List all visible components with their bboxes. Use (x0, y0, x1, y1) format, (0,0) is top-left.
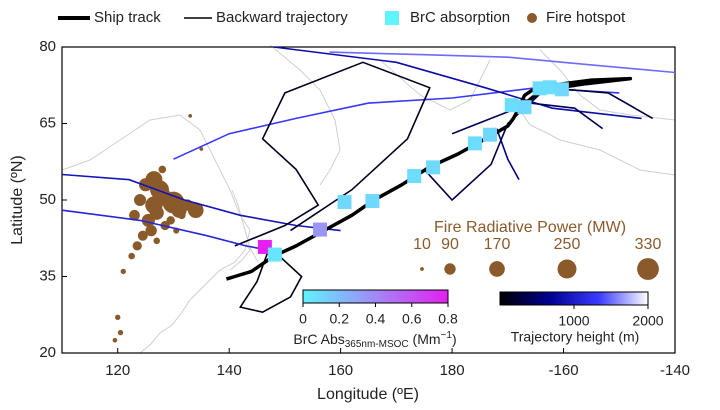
brc-square (517, 100, 532, 115)
backward-trajectory (329, 51, 676, 74)
brc-square (267, 247, 282, 262)
legend-brc-square (385, 11, 399, 25)
x-tick-label: -140 (660, 362, 690, 379)
y-tick-label: 80 (39, 38, 56, 55)
label-part: −1 (441, 330, 453, 341)
frp-legend-value: 250 (554, 236, 581, 253)
backward-trajectory (61, 173, 341, 232)
fire-hotspot (188, 113, 193, 118)
label-part: ) (452, 331, 457, 347)
y-tick-label: 65 (39, 114, 56, 131)
x-tick-label: 120 (105, 362, 130, 379)
y-tick-label: 20 (39, 344, 56, 361)
fire-hotspot (145, 224, 157, 237)
fire-hotspot (137, 230, 148, 241)
brc-square (337, 195, 352, 210)
brc-square (542, 80, 557, 95)
brc-square (407, 169, 422, 184)
fire-hotspot (120, 268, 126, 275)
frp-legend-circle (637, 258, 659, 280)
label-part: BrC Abs (293, 331, 344, 347)
label-part: 365nm-MSOC (345, 339, 409, 350)
x-tick-label: -160 (549, 362, 579, 379)
colorbar-tick-label: 2000 (632, 313, 663, 329)
frp-legend-value: 330 (635, 236, 662, 253)
fire-hotspot (117, 329, 124, 336)
fire-hotspot (129, 209, 140, 221)
x-tick-label: 180 (440, 362, 465, 379)
x-tick-label: 160 (328, 362, 353, 379)
backward-trajectory (495, 128, 520, 180)
fire-hotspot (178, 211, 186, 220)
backward-trajectory (239, 250, 303, 314)
backward-trajectory (61, 209, 274, 252)
brc-square (365, 194, 380, 209)
backward-trajectory (273, 46, 642, 120)
legend-fire-dot (527, 13, 537, 23)
frp-legend-circle (444, 263, 456, 275)
height-colorbar (499, 291, 649, 306)
colorbar-tick-label: 0.2 (330, 311, 350, 327)
fire-hotspot (158, 165, 167, 174)
colorbar-tick-label: 0.6 (402, 311, 422, 327)
fire-hotspot (153, 237, 161, 245)
legend-label: Backward trajectory (216, 9, 348, 26)
frp-legend-circle (557, 259, 577, 279)
frp-legend-value: 90 (441, 236, 459, 253)
colorbar-tick-label: 0.4 (366, 311, 386, 327)
fire-hotspot (145, 196, 163, 214)
brc-square (467, 136, 482, 151)
legend-label: Ship track (94, 9, 161, 26)
legend: Ship track Backward trajectory BrC absor… (58, 9, 626, 26)
legend-label: Fire hotspot (546, 9, 626, 26)
legend-label: BrC absorption (410, 9, 510, 26)
brc-square (482, 127, 497, 142)
frp-legend-title: Fire Radiative Power (MW) (434, 219, 626, 236)
label-part: (Mm (409, 331, 441, 347)
brc-colorbar (302, 289, 449, 304)
backward-trajectory (234, 61, 431, 247)
colorbar-tick-label: 0 (299, 311, 307, 327)
fire-hotspot (134, 194, 147, 206)
x-tick-label: 140 (217, 362, 242, 379)
fire-hotspot (115, 314, 121, 320)
fire-hotspot (112, 337, 118, 343)
fire-hotspot (199, 147, 204, 151)
frp-legend-circle (489, 261, 505, 277)
y-tick-label: 35 (39, 267, 56, 284)
colorbar-tick-label: 1000 (558, 313, 589, 329)
fire-hotspot (132, 241, 142, 251)
brc-colorbar-label: BrC Abs365nm-MSOC (Mm−1) (293, 330, 456, 350)
frp-legend-circle (420, 267, 424, 271)
brc-square (504, 98, 519, 113)
colorbar-tick-label: 0.8 (438, 311, 458, 327)
brc-square (426, 160, 441, 175)
land-outline (61, 44, 676, 354)
fire-hotspot (166, 216, 175, 225)
brc-square (313, 222, 328, 237)
height-colorbar-label: Trajectory height (m) (511, 329, 640, 345)
y-axis-label: Latitude (ºN) (9, 155, 26, 244)
y-tick-label: 50 (39, 191, 56, 208)
frp-legend-value: 10 (413, 236, 431, 253)
brc-square (554, 82, 569, 97)
x-axis-label: Longitude (ºE) (317, 386, 419, 403)
fire-hotspot (187, 202, 204, 219)
fire-hotspot (128, 252, 135, 260)
frp-legend-value: 170 (484, 236, 511, 253)
